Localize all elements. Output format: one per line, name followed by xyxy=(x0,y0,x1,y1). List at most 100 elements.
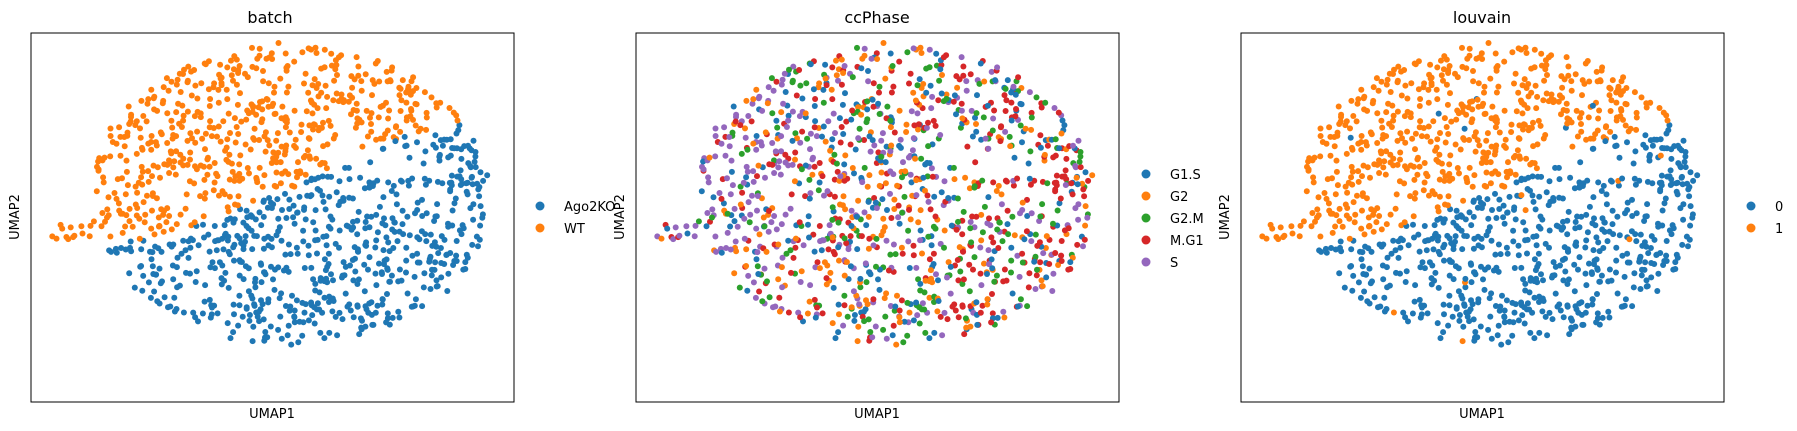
scatter-point xyxy=(948,222,955,229)
scatter-point xyxy=(1594,310,1601,317)
scatter-point xyxy=(282,117,289,124)
scatter-point xyxy=(1504,209,1511,216)
scatter-point xyxy=(187,130,194,137)
scatter-point xyxy=(392,138,399,145)
scatter-point xyxy=(204,171,211,178)
scatter-point xyxy=(858,233,865,240)
scatter-point xyxy=(326,299,332,305)
scatter-point xyxy=(925,198,932,205)
scatter-point xyxy=(836,115,843,122)
scatter-point xyxy=(405,182,412,189)
scatter-point xyxy=(1512,216,1519,223)
scatter-point xyxy=(972,114,978,121)
scatter-point xyxy=(1427,75,1434,82)
scatter-point xyxy=(260,198,267,205)
scatter-point xyxy=(184,108,191,115)
scatter-point xyxy=(769,140,776,146)
scatter-point xyxy=(1479,56,1486,62)
scatter-point xyxy=(1059,117,1066,124)
scatter-point xyxy=(910,89,917,96)
scatter-point xyxy=(235,70,242,76)
scatter-point xyxy=(1485,40,1492,46)
scatter-point xyxy=(841,302,848,309)
scatter-point xyxy=(1346,215,1353,222)
scatter-point xyxy=(262,329,269,335)
scatter-point xyxy=(190,309,197,316)
scatter-point xyxy=(323,165,330,172)
scatter-point xyxy=(1578,213,1585,220)
scatter-point xyxy=(224,234,231,241)
scatter-point xyxy=(1532,206,1539,213)
scatter-point xyxy=(1005,231,1012,238)
scatter-point xyxy=(278,335,285,342)
scatter-point xyxy=(865,68,871,74)
scatter-point xyxy=(1033,272,1040,279)
scatter-point xyxy=(108,248,115,255)
scatter-point xyxy=(865,198,872,205)
scatter-point xyxy=(286,129,293,136)
scatter-point xyxy=(201,176,208,183)
scatter-point xyxy=(336,178,343,185)
scatter-point xyxy=(320,198,327,205)
scatter-point xyxy=(208,133,215,140)
scatter-point xyxy=(1607,108,1614,114)
scatter-point xyxy=(974,92,980,99)
scatter-point xyxy=(1657,188,1664,195)
scatter-point xyxy=(271,89,277,96)
scatter-point xyxy=(1606,92,1613,99)
scatter-point xyxy=(900,159,906,166)
scatter-point xyxy=(869,96,876,103)
scatter-point xyxy=(373,211,380,218)
scatter-point xyxy=(1374,161,1381,168)
scatter-point xyxy=(325,117,332,124)
scatter-point xyxy=(1440,219,1447,226)
scatter-point xyxy=(259,106,266,113)
scatter-point xyxy=(1348,174,1355,181)
scatter-point xyxy=(1617,113,1624,120)
scatter-point xyxy=(1579,92,1585,99)
scatter-point xyxy=(157,129,164,136)
scatter-point xyxy=(236,161,243,168)
scatter-point xyxy=(1682,164,1689,171)
scatter-point xyxy=(339,316,346,323)
scatter-point xyxy=(1355,96,1362,103)
scatter-point xyxy=(1485,326,1492,333)
scatter-point xyxy=(1460,104,1467,111)
scatter-point xyxy=(833,160,840,167)
scatter-point xyxy=(810,86,817,93)
scatter-point xyxy=(852,146,859,153)
scatter-point xyxy=(787,205,794,212)
scatter-point xyxy=(1530,233,1537,240)
scatter-point xyxy=(291,307,298,314)
scatter-point xyxy=(835,219,842,226)
scatter-point xyxy=(133,150,140,157)
scatter-point xyxy=(1564,115,1571,122)
scatter-point xyxy=(1355,279,1362,286)
legend-item: G1.S xyxy=(1141,168,1201,183)
scatter-point xyxy=(906,80,912,87)
scatter-point xyxy=(251,125,258,132)
scatter-point xyxy=(1607,85,1614,92)
scatter-point xyxy=(1077,153,1084,160)
scatter-point xyxy=(127,118,134,125)
scatter-point xyxy=(1001,266,1008,273)
scatter-point xyxy=(218,82,225,89)
scatter-point xyxy=(376,203,383,210)
scatter-point xyxy=(882,180,889,187)
scatter-point xyxy=(1028,114,1035,121)
scatter-point xyxy=(1360,162,1367,169)
scatter-point xyxy=(1380,241,1387,248)
scatter-point xyxy=(1358,225,1365,232)
scatter-point xyxy=(906,309,913,316)
scatter-point xyxy=(828,86,835,93)
scatter-point xyxy=(356,331,363,338)
scatter-point xyxy=(870,242,877,249)
scatter-point xyxy=(1397,235,1404,242)
scatter-point xyxy=(282,251,289,258)
scatter-point xyxy=(1026,89,1033,96)
scatter-point xyxy=(1528,89,1535,96)
scatter-point xyxy=(986,215,992,222)
scatter-point xyxy=(1526,306,1533,313)
scatter-point xyxy=(816,160,823,166)
legend-label: Ago2KO xyxy=(564,200,615,215)
